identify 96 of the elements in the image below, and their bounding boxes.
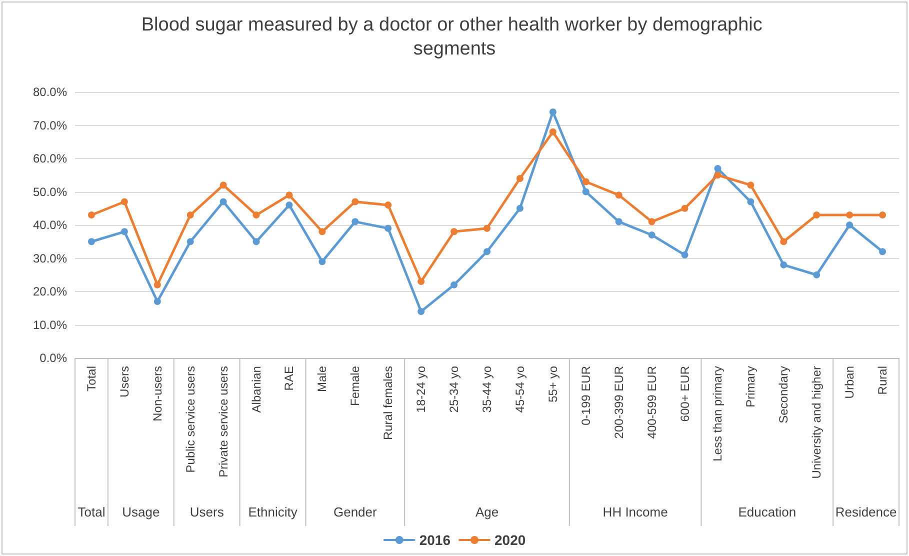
point <box>154 298 161 305</box>
x-tick-label: University and higher <box>810 366 824 479</box>
x-tick-label: 25-34 yo <box>447 366 462 413</box>
point <box>747 198 754 206</box>
point <box>615 218 622 226</box>
point <box>681 204 688 212</box>
x-tick-label: 200-399 EUR <box>612 366 626 439</box>
point <box>484 248 490 256</box>
text: Usage <box>122 504 160 520</box>
point <box>516 174 524 182</box>
x-tick-label: 35-44 yo <box>480 366 494 413</box>
point <box>220 198 227 206</box>
y-tick-label: 80.0% <box>32 85 68 99</box>
x-tick-label: Rural females <box>381 366 396 440</box>
x-tick-label: Primary <box>744 366 758 408</box>
x-tick-label: 400-599 EUR <box>644 366 659 439</box>
point <box>318 258 326 266</box>
text: HH Income <box>602 504 668 520</box>
point <box>186 238 194 246</box>
x-tick-label: Rural <box>876 366 890 395</box>
text: Residence <box>835 504 897 520</box>
point <box>714 164 722 172</box>
point <box>549 108 556 116</box>
point <box>286 192 293 199</box>
text: Age <box>475 504 499 520</box>
point <box>879 212 886 219</box>
x-tick-label: 18-24 yo <box>414 366 428 413</box>
y-tick-label: 40.0% <box>32 218 68 232</box>
text: Ethnicity <box>248 504 298 520</box>
x-tick-label: Total <box>84 366 98 392</box>
point <box>418 308 425 315</box>
point <box>846 222 854 228</box>
y-tick-label: 60.0% <box>32 152 68 166</box>
point <box>352 218 359 226</box>
text: Total <box>78 504 106 520</box>
x-tick-label: Male <box>315 366 330 392</box>
y-tick-label: 50.0% <box>32 184 68 199</box>
point <box>252 212 260 219</box>
x-tick-label: 0-199 EUR <box>578 366 593 426</box>
point <box>615 192 622 199</box>
point <box>220 182 227 189</box>
point <box>813 212 820 219</box>
point <box>846 212 854 219</box>
point <box>516 204 524 212</box>
point <box>418 278 425 286</box>
point <box>186 212 194 219</box>
point <box>120 228 128 236</box>
point <box>154 281 161 288</box>
point <box>252 238 260 246</box>
x-tick-label: Private service users <box>216 366 230 478</box>
point <box>813 271 820 278</box>
point <box>648 218 656 226</box>
point <box>648 231 656 238</box>
point <box>120 198 128 206</box>
point <box>384 202 392 209</box>
point <box>450 281 458 288</box>
point <box>318 228 326 236</box>
y-tick-label: 70.0% <box>32 118 68 132</box>
point <box>88 212 95 219</box>
text: Education <box>738 504 796 520</box>
point <box>384 224 392 232</box>
point <box>484 224 490 232</box>
x-tick-label: Urban <box>842 366 857 399</box>
point <box>714 172 722 179</box>
x-tick-label: Secondary <box>776 366 791 424</box>
y-tick-label: 0.0% <box>40 351 68 365</box>
point <box>780 238 788 246</box>
legend-label: 2020 <box>494 532 526 548</box>
x-tick-label: Users <box>117 366 132 398</box>
point <box>286 202 293 209</box>
y-tick-label: 20.0% <box>32 284 68 298</box>
y-tick-label: 10.0% <box>32 318 68 332</box>
point <box>450 228 458 236</box>
x-tick-label: Non-users <box>150 366 164 422</box>
x-tick-label: RAE <box>282 366 296 391</box>
point <box>582 188 590 196</box>
point <box>582 178 590 186</box>
chart-title: Blood sugar measured by a doctor or other health worker by demographic segments <box>141 14 768 60</box>
x-tick-label: 600+ EUR <box>678 366 692 422</box>
y-tick-label: 30.0% <box>32 251 68 266</box>
point <box>747 182 754 189</box>
x-tick-label: 45-54 yo <box>512 366 527 413</box>
point <box>681 251 688 258</box>
legend-label: 2016 <box>419 532 451 548</box>
point <box>88 238 95 246</box>
x-tick-label: Albanian <box>249 366 264 413</box>
text: Gender <box>333 504 378 520</box>
point <box>879 248 886 256</box>
x-tick-label: Public service users <box>183 366 198 473</box>
point <box>352 198 359 206</box>
point <box>780 261 788 268</box>
x-tick-label: Less than primary <box>710 366 725 462</box>
point <box>549 128 556 136</box>
x-tick-label: 55+ yo <box>546 366 560 402</box>
x-tick-label: Female <box>348 366 362 406</box>
text: Users <box>190 504 224 520</box>
